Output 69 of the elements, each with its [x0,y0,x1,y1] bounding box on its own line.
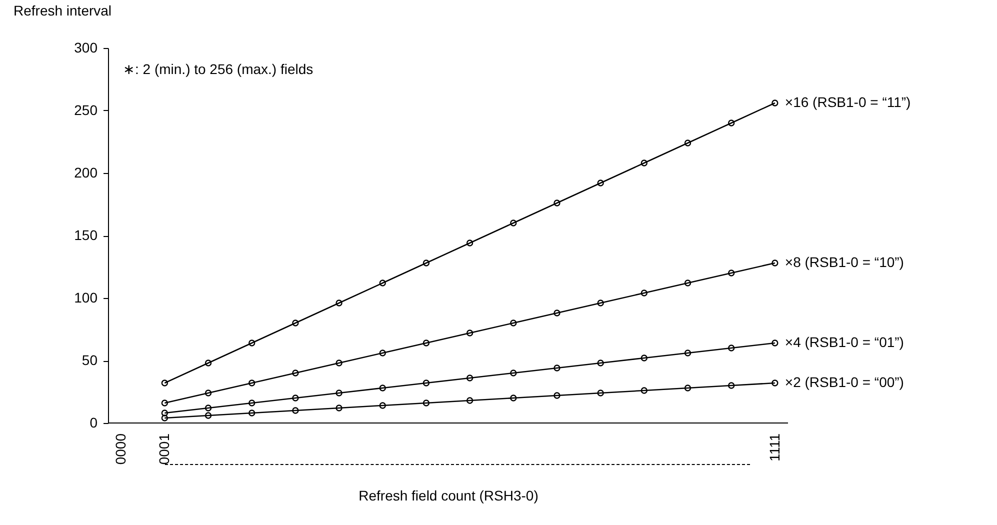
y-tick-label: 50 [82,352,98,368]
point [597,180,604,186]
series-label: ×2 (RSB1-0 = “00”) [784,374,904,390]
point [510,320,517,326]
point [597,300,604,306]
point [422,340,430,346]
point [684,140,692,146]
annotation: ∗: 2 (min.) to 256 (max.) fields [123,61,314,77]
y-tick-label: 0 [90,414,98,430]
point [422,260,430,266]
point [204,360,212,366]
point [292,320,299,326]
point [336,390,342,396]
point [684,280,692,286]
point [554,364,560,372]
point [336,300,342,306]
point [640,387,648,394]
x-tick-label: 0001 [156,433,172,465]
point [248,410,256,416]
point [379,280,386,286]
point [292,370,299,376]
point [466,330,474,336]
point [422,400,430,406]
point [728,120,735,126]
point [684,384,692,392]
point [728,382,735,389]
point [684,350,692,356]
point [640,290,648,296]
series-label: ×16 (RSB1-0 = “11”) [784,94,911,110]
y-tick-label: 200 [74,164,98,180]
point [248,340,256,346]
point [597,390,604,396]
point [248,380,256,386]
y-tick-label: 150 [74,227,98,243]
point [248,400,256,406]
point [728,270,735,276]
point [379,402,386,409]
x-tick-label: 0000 [112,433,129,465]
point [292,407,299,414]
point [466,374,474,382]
series-label: ×8 (RSB1-0 = “10”) [784,254,904,270]
point [204,390,212,396]
point [379,350,386,356]
point [466,397,474,404]
point [336,404,342,412]
point [554,392,560,399]
point [728,344,735,352]
point [640,160,648,166]
point [554,310,560,316]
point [597,360,604,366]
point [510,220,517,226]
point [379,384,386,392]
series-label: ×4 (RSB1-0 = “01”) [784,334,904,350]
point [422,380,430,386]
point [292,394,299,402]
point [640,354,648,362]
point [510,370,517,376]
point [466,240,474,246]
y-tick-label: 300 [74,40,98,56]
x-tick-label: 1111 [766,433,782,462]
point [554,200,560,206]
y-tick-label: 250 [74,102,98,118]
point [204,412,212,419]
x-axis-title: Refresh field count (RSH3-0) [358,488,538,504]
point [204,404,212,412]
y-axis-title: Refresh interval [14,2,112,18]
point [336,360,342,366]
point [510,394,517,402]
y-tick-label: 100 [74,290,98,306]
